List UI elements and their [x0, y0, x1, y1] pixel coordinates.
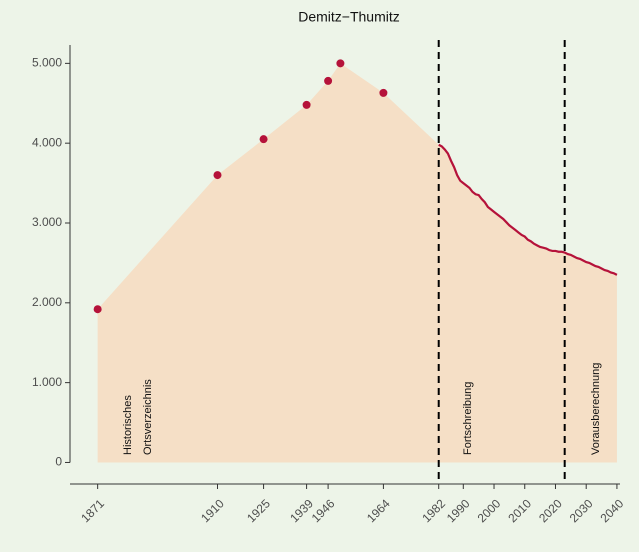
x-tick-label: 2020: [536, 496, 565, 525]
y-tick-label: 5.000: [32, 56, 62, 70]
point: [93, 305, 102, 314]
point: [302, 100, 311, 109]
annotation: Fortschreibung: [462, 382, 474, 455]
line: [438, 143, 618, 276]
annotation: Vorausberechnung: [590, 363, 602, 455]
x-tick-label: 1910: [198, 496, 227, 525]
x-tick-label: 1946: [309, 496, 338, 525]
y-tick-label: 2.000: [32, 295, 62, 309]
y-tick-label: 3.000: [32, 215, 62, 229]
annotation: Historisches: [122, 395, 134, 455]
chart-title: Demitz−Thumitz: [298, 9, 400, 25]
y-tick-label: 1.000: [32, 375, 62, 389]
x-tick-label: 1964: [364, 496, 393, 525]
point: [379, 88, 388, 97]
point: [324, 76, 333, 85]
x-tick-label: 1939: [287, 496, 316, 525]
x-tick-label: 2010: [505, 496, 534, 525]
x-tick-label: 1990: [444, 496, 473, 525]
point: [336, 59, 345, 68]
area: [97, 63, 617, 463]
x-tick-label: 1871: [78, 496, 107, 525]
y-tick-label: 0: [55, 455, 62, 469]
x-tick-label: 2040: [598, 496, 627, 525]
x-tick-label: 2000: [475, 496, 504, 525]
x-tick-label: 2030: [567, 496, 596, 525]
y-tick-label: 4.000: [32, 135, 62, 149]
x-tick-label: 1925: [244, 496, 273, 525]
point: [259, 135, 268, 144]
x-tick-label: 1982: [419, 496, 448, 525]
annotation: Ortsverzeichnis: [142, 379, 154, 455]
point: [213, 171, 222, 180]
